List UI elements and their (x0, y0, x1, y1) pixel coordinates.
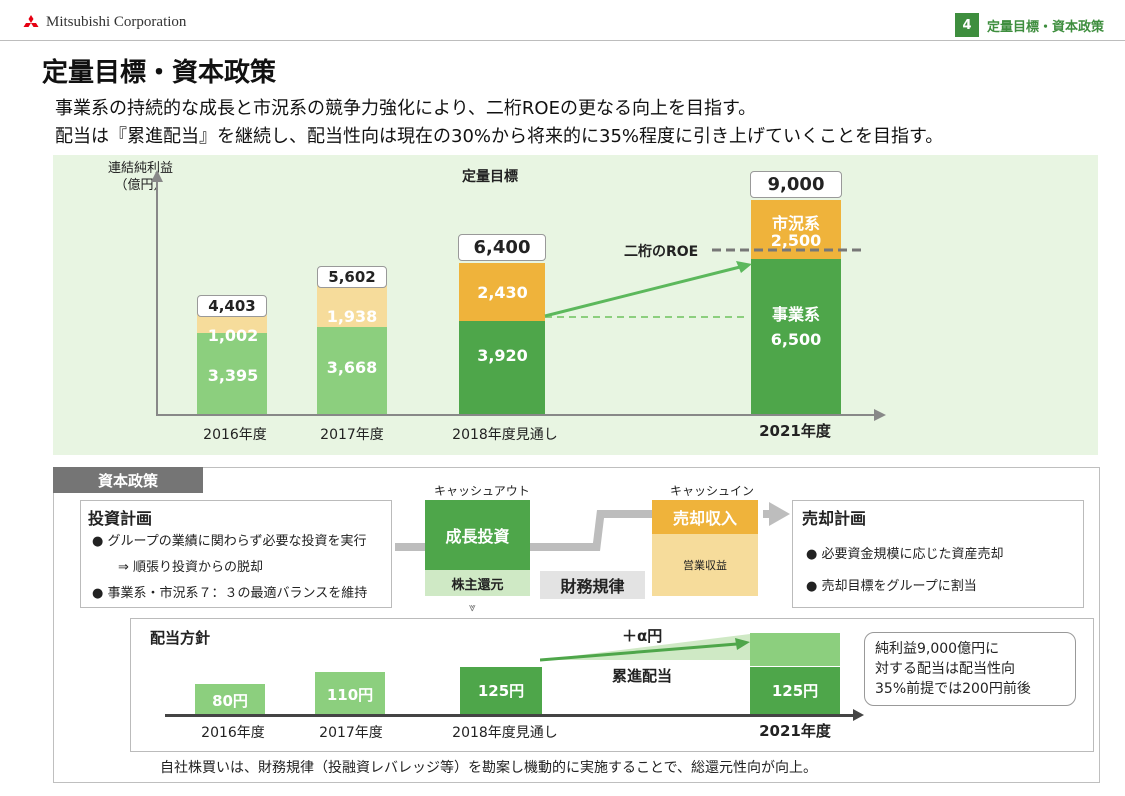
plus-alpha-label: ＋α円 (622, 627, 663, 645)
bar-market-1 (317, 280, 387, 327)
bar-label-business-2017: 3,668 (326, 358, 378, 377)
y-axis-label-line-1: 連結純利益 (108, 161, 174, 176)
bar-label-business-2016: 3,395 (207, 366, 259, 385)
total-2017: 5,602 (317, 266, 387, 288)
progressive-dividend-wedge (540, 634, 750, 662)
header-divider (0, 40, 1125, 41)
sale-income-box: 売却収入 (652, 500, 758, 534)
roe-label: 二桁のROE (624, 244, 699, 260)
x-axis-arrow (874, 409, 886, 421)
shareholder-return-box: 株主還元 (425, 570, 530, 596)
invest-item-3: ● 事業系・市況系７：３の最適バランスを維持 (92, 586, 368, 601)
growth-arrow (544, 265, 741, 318)
bar-business-3 (751, 259, 841, 414)
dividend-bar-0 (195, 683, 265, 714)
progressive-dividend-label: 累進配当 (612, 667, 673, 685)
mitsubishi-logo-icon (23, 14, 39, 27)
cash-in-label: キャッシュイン (670, 484, 755, 498)
sale-item-2-text: 売却目標をグループに割当 (821, 579, 977, 594)
dividend-note-line-3: 35%前提では200円前後 (875, 681, 1031, 697)
sale-item-1: ● 必要資金規模に応じた資産売却 (806, 547, 1004, 562)
bar-business-1 (317, 326, 387, 414)
dividend-bar-plus-alpha (750, 633, 840, 666)
dividend-label-2017: 110円 (326, 686, 374, 704)
subtitle-line-1: 事業系の持続的な成長と市況系の競争力強化により、二桁ROEの更なる向上を目指す。 (55, 98, 757, 119)
dividend-x-label-2016: 2016年度 (201, 725, 265, 741)
bar-label-business-2021: 6,500 (770, 330, 822, 349)
x-label-2017: 2017年度 (320, 427, 384, 443)
y-axis-arrow (151, 170, 163, 182)
sale-plan-title: 売却計画 (802, 509, 867, 528)
bar-label-market-2021: 2,500 (770, 231, 822, 250)
total-2016: 4,403 (197, 295, 267, 317)
invest-item-3-text: 事業系・市況系７：３の最適バランスを維持 (107, 586, 368, 601)
sale-item-1-text: 必要資金規模に応じた資産売却 (821, 547, 1004, 562)
section-title: 定量目標・資本政策 (987, 20, 1105, 35)
dividend-note-box: 純利益9,000億円に 対する配当は配当性向 35%前提では200円前後 (864, 632, 1076, 706)
growth-arrow-layer (544, 248, 865, 318)
dividend-bar-3 (750, 666, 840, 714)
cash-flow-lines (395, 502, 790, 551)
bar-label-market-2017: 1,938 (326, 307, 378, 326)
dividend-bar-1 (315, 672, 385, 714)
x-axis (156, 414, 876, 416)
invest-item-1: ● グループの業績に関わらず必要な投資を実行 (92, 534, 367, 549)
dividend-label-2021: 125円 (771, 682, 819, 700)
cash-out-label: キャッシュアウト (434, 484, 530, 498)
y-axis-label: 連結純利益 （億円） (108, 160, 173, 194)
dividend-note-line-1: 純利益9,000億円に (875, 641, 1000, 657)
sale-plan-box (792, 500, 1084, 608)
company-brand: Mitsubishi Corporation (22, 14, 186, 31)
y-axis-label-line-2: （億円） (114, 178, 167, 193)
total-2021: 9,000 (750, 171, 842, 198)
growth-arrow-head (736, 261, 752, 273)
invest-item-2: ⇒ 順張り投資からの脱却 (118, 560, 264, 575)
segment-name-market-2021: 市況系 (771, 214, 820, 233)
financial-discipline-box: 財務規律 (540, 571, 645, 599)
invest-item-1-text: グループの業績に関わらず必要な投資を実行 (107, 534, 367, 549)
company-name: Mitsubishi Corporation (46, 14, 187, 30)
dividend-x-label-2021: 2021年度 (759, 722, 831, 740)
dividend-x-label-2018: 2018年度見通し (452, 725, 558, 741)
bar-label-market-2018: 2,430 (477, 283, 528, 302)
bar-market-2 (459, 262, 545, 321)
page-number: 4 (955, 13, 979, 37)
dividend-note-line-2: 対する配当は配当性向 (875, 661, 1015, 677)
dividend-label-2018: 125円 (477, 682, 525, 700)
page-title: 定量目標・資本政策 (42, 58, 277, 88)
total-2018: 6,400 (458, 234, 546, 261)
bar-label-business-2018: 3,920 (477, 346, 528, 365)
x-label-2021: 2021年度 (759, 422, 831, 440)
capital-policy-panel (53, 467, 1100, 783)
dividend-label-2016: 80円 (212, 692, 248, 710)
x-label-2018: 2018年度見通し (452, 427, 558, 443)
footer-note: 自社株買いは、財務規律（投融資レバレッジ等）を勘案し機動的に実施することで、総還… (160, 760, 818, 776)
investment-plan-title: 投資計画 (88, 509, 153, 528)
segment-name-business-2021: 事業系 (771, 305, 820, 324)
bar-business-2 (459, 320, 545, 414)
x-label-2016: 2016年度 (203, 427, 267, 443)
bar-label-market-2016: 1,002 (207, 326, 259, 345)
chart-title: 定量目標 (462, 169, 518, 185)
dividend-axis (165, 714, 855, 717)
capital-policy-tab: 資本政策 (53, 467, 203, 493)
dividend-x-label-2017: 2017年度 (319, 725, 383, 741)
operating-income-box: 営業収益 (652, 534, 758, 596)
dividend-policy-title: 配当方針 (150, 629, 211, 647)
subtitle-line-2: 配当は『累進配当』を継続し、配当性向は現在の30%から将来的に35%程度に引き上… (55, 126, 944, 147)
dividend-bar-2 (460, 666, 542, 714)
dividend-axis-arrow (853, 709, 864, 721)
sale-item-2: ● 売却目標をグループに割当 (806, 579, 977, 594)
flow-arrow-head (769, 502, 790, 526)
y-axis (156, 180, 158, 416)
down-arrow-icon: ⩔ (469, 600, 476, 614)
growth-investment-box: 成長投資 (425, 500, 530, 570)
bar-business-0 (197, 333, 267, 414)
investment-plan-box (80, 500, 392, 608)
